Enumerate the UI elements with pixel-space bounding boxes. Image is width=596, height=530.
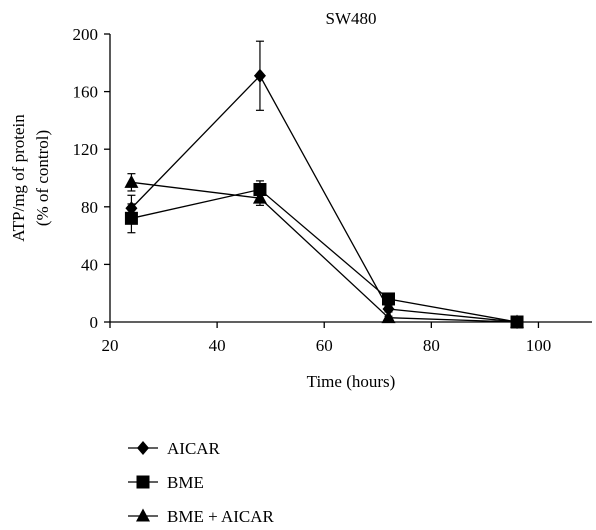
y-tick-label: 200 xyxy=(73,25,99,44)
y-tick-label: 120 xyxy=(73,140,99,159)
series-square xyxy=(124,180,524,329)
x-tick-label: 80 xyxy=(423,336,440,355)
y-axis-label-line-1: ATP/mg of protein xyxy=(9,114,28,242)
series-line xyxy=(131,181,518,323)
y-axis-label: ATP/mg of protein (% of control) xyxy=(9,114,52,242)
legend-item: BME + AICAR xyxy=(128,507,275,526)
x-tick-label: 60 xyxy=(316,336,333,355)
x-tick-label: 100 xyxy=(526,336,552,355)
legend-marker xyxy=(137,441,149,455)
y-tick-label: 40 xyxy=(81,255,98,274)
series-line xyxy=(131,188,518,323)
x-axis-ticks: 20 40 60 80 100 xyxy=(102,322,552,355)
data-point xyxy=(510,314,525,328)
y-tick-label: 0 xyxy=(90,313,99,332)
y-tick-label: 160 xyxy=(73,83,99,102)
series-diamond xyxy=(125,40,524,329)
data-point xyxy=(124,174,139,188)
data-point xyxy=(253,68,266,83)
series-layer xyxy=(124,40,525,329)
x-axis-label: Time (hours) xyxy=(307,372,396,391)
legend-label: BME xyxy=(167,473,204,492)
data-point xyxy=(382,302,395,317)
legend-label: AICAR xyxy=(167,439,221,458)
data-point xyxy=(381,292,395,306)
plot-area: 0 40 80 120 160 200 20 40 60 80 100 xyxy=(73,25,592,355)
x-tick-label: 40 xyxy=(209,336,226,355)
y-axis-label-line-2: (% of control) xyxy=(33,130,52,226)
legend: AICAR BME BME + AICAR xyxy=(128,439,275,526)
series-triangle xyxy=(124,173,525,328)
legend-marker xyxy=(136,508,150,522)
x-tick-label: 20 xyxy=(102,336,119,355)
data-point xyxy=(381,310,396,324)
legend-marker xyxy=(136,475,150,489)
data-point xyxy=(252,190,267,204)
legend-item: AICAR xyxy=(128,439,221,458)
y-axis-ticks: 0 40 80 120 160 200 xyxy=(73,25,110,332)
data-point xyxy=(253,183,267,197)
legend-label: BME + AICAR xyxy=(167,507,275,526)
legend-item: BME xyxy=(128,473,204,492)
chart-title: SW480 xyxy=(326,9,377,28)
y-tick-label: 80 xyxy=(81,198,98,217)
series-line xyxy=(130,74,518,323)
data-point xyxy=(124,211,138,225)
